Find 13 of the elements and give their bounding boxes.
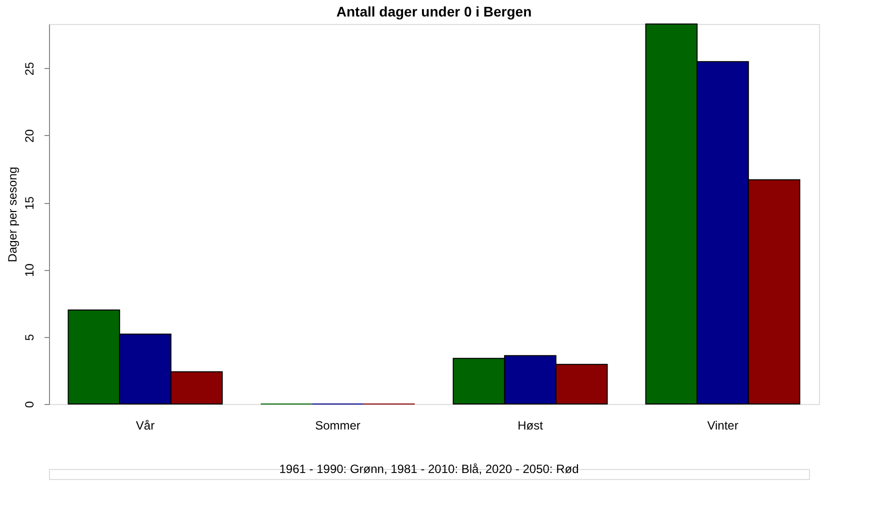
- y-tick-label: 20: [22, 128, 36, 143]
- y-tick-label: 10: [22, 263, 36, 277]
- text: 1961 - 1990: Grønn, 1981 - 2010: Blå, 2020 - 2050: Rød: [279, 462, 579, 476]
- x-tick-label: Vinter: [707, 418, 738, 432]
- y-axis-title: Dager per sesong: [6, 166, 20, 262]
- x-tick-label: Vår: [136, 418, 155, 432]
- x-tick-label: Høst: [518, 418, 544, 432]
- chart-title: Antall dager under 0 i Bergen: [336, 4, 532, 20]
- x-tick-label: Sommer: [315, 418, 360, 432]
- y-tick-label: 25: [22, 62, 36, 76]
- y-tick-label: 15: [22, 196, 36, 210]
- y-tick-label: 5: [22, 334, 36, 341]
- y-tick-label: 0: [22, 400, 36, 408]
